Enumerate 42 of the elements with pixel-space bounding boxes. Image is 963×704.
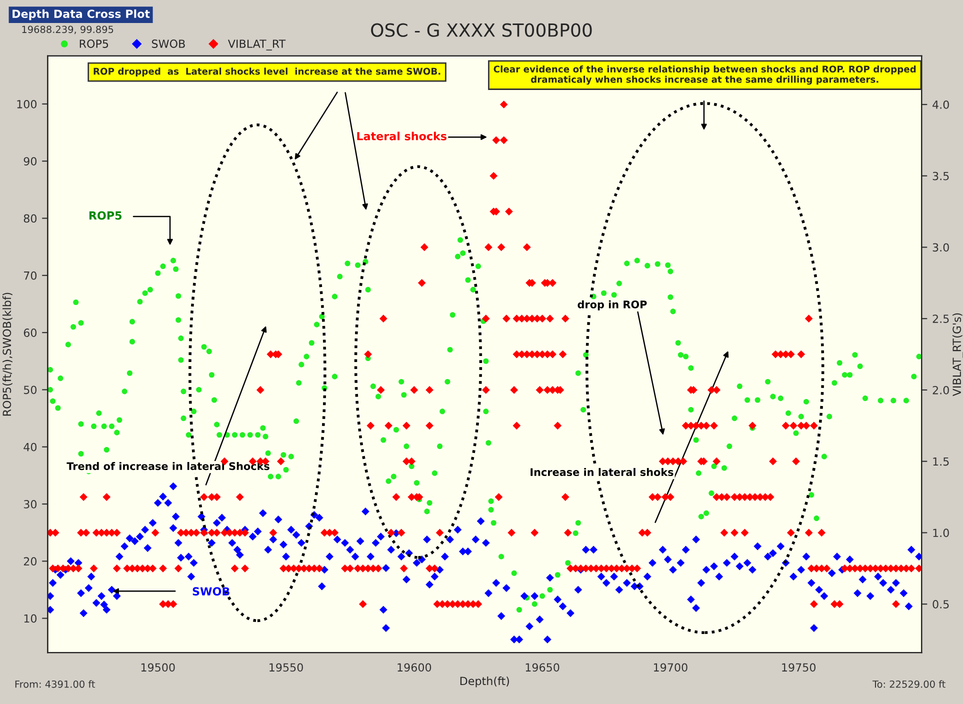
- text: 19688.239, 99.895: [22, 26, 114, 34]
- y-tick-label: 10: [24, 614, 37, 623]
- annotation: Increase in lateral shoks: [530, 468, 674, 476]
- annotation: drop in ROP: [578, 300, 647, 310]
- x-tick-label: 19650: [526, 663, 560, 672]
- y-axis-title: ROP5(ft/h),SWOB(klbf): [2, 292, 12, 416]
- x-tick-label: 19500: [141, 663, 175, 672]
- x-tick-label: 19600: [398, 663, 432, 672]
- y2-tick-label: 3.0: [932, 243, 949, 252]
- text: From: 4391.00 ft: [15, 680, 96, 688]
- x-tick-label: 19700: [654, 663, 688, 672]
- y-tick-label: 80: [24, 214, 37, 223]
- x-tick-label: 19550: [270, 663, 303, 672]
- y-tick-label: 40: [24, 442, 37, 452]
- y-tick-label: 20: [24, 557, 37, 566]
- x-tick-label: 19750: [782, 663, 816, 672]
- annotation: ROP dropped as Lateral shocks level increase at the same SWOB.: [94, 68, 440, 77]
- y2-tick-label: 1.0: [933, 528, 949, 538]
- y-tick-label: 30: [24, 500, 37, 508]
- legend-label: ROP5: [80, 40, 108, 48]
- annotation: ROP5: [89, 211, 122, 220]
- legend-label: VIBLAT_RT: [228, 40, 286, 50]
- y2-tick-label: 2.5: [932, 314, 949, 323]
- x-axis-title: Depth(ft): [460, 676, 509, 688]
- y-tick-label: 60: [24, 328, 37, 337]
- y-tick-label: 70: [24, 271, 37, 280]
- text: To: 22529.00 ft: [872, 680, 946, 688]
- legend-label: SWOB: [152, 40, 185, 48]
- y2-tick-label: 2.0: [932, 386, 949, 394]
- text: Depth Data Cross Plot: [12, 9, 150, 20]
- annotation: SWOB: [192, 587, 230, 596]
- y2-tick-label: 3.5: [932, 172, 949, 180]
- y-tick-label: 100: [17, 100, 37, 108]
- annotation: Lateral shocks: [357, 132, 446, 140]
- y2-tick-label: 4.0: [932, 100, 949, 109]
- y-tick-label: 50: [24, 386, 37, 394]
- annotation: Trend of increase in lateral Shocks: [66, 462, 270, 470]
- annotation: Clear evidence of the inverse relationship between shocks and ROP. ROP dropped dramaticaly when shocks increase at the same drilling parameters.: [494, 65, 916, 85]
- y2-tick-label: 0.5: [932, 600, 949, 608]
- y2-tick-label: 1.5: [933, 457, 949, 466]
- y-tick-label: 90: [24, 157, 37, 166]
- chart-title: OSC - G XXXX ST00BP00: [371, 23, 592, 37]
